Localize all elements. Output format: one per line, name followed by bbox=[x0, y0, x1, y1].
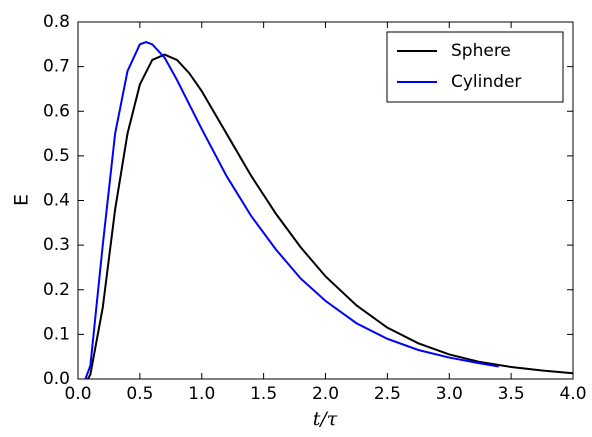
x-axis-label: t/τ bbox=[313, 408, 338, 430]
y-tick-label: 0.4 bbox=[43, 191, 70, 211]
y-tick-label: 0.0 bbox=[43, 369, 70, 389]
y-axis-label: E bbox=[11, 194, 33, 206]
series-line bbox=[87, 53, 574, 380]
x-tick-label: 1.5 bbox=[250, 384, 277, 404]
y-tick-label: 0.5 bbox=[43, 146, 70, 166]
y-tick-label: 0.8 bbox=[43, 12, 70, 32]
y-tick-label: 0.2 bbox=[43, 280, 70, 300]
x-tick-label: 2.0 bbox=[312, 384, 339, 404]
y-tick-label: 0.3 bbox=[43, 235, 70, 255]
legend-label: Cylinder bbox=[451, 72, 521, 92]
y-tick-label: 0.6 bbox=[43, 101, 70, 121]
legend-frame bbox=[386, 31, 564, 103]
x-tick-label: 4.0 bbox=[559, 384, 586, 404]
y-tick-label: 0.7 bbox=[43, 57, 70, 77]
x-tick-label: 0.0 bbox=[64, 384, 91, 404]
x-tick-label: 2.5 bbox=[374, 384, 401, 404]
y-tick-label: 0.1 bbox=[43, 324, 70, 344]
series-line bbox=[84, 41, 499, 380]
x-tick-label: 3.5 bbox=[498, 384, 525, 404]
x-tick-label: 0.5 bbox=[126, 384, 153, 404]
x-tick-label: 1.0 bbox=[188, 384, 215, 404]
x-tick-label: 3.0 bbox=[436, 384, 463, 404]
legend-label: Sphere bbox=[451, 41, 511, 61]
